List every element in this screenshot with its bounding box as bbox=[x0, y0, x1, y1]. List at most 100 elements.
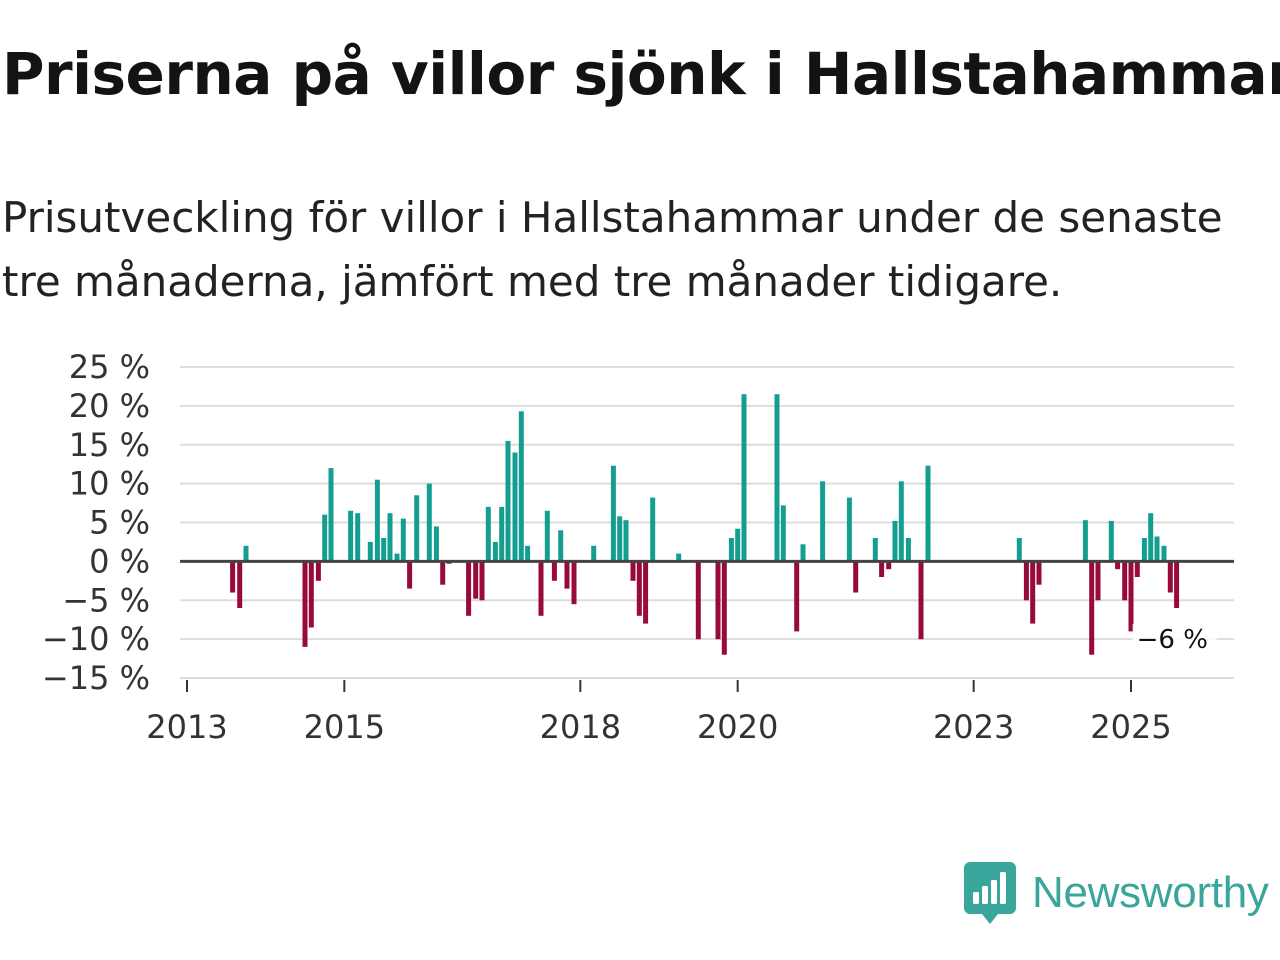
bar-negative bbox=[1167, 561, 1173, 593]
y-tick-label: 20 % bbox=[69, 387, 150, 425]
bar-negative bbox=[630, 561, 636, 581]
bar-positive bbox=[544, 510, 550, 562]
bar-positive bbox=[1148, 513, 1154, 562]
bar-positive bbox=[905, 538, 911, 562]
bar-negative bbox=[479, 561, 485, 601]
bar-positive bbox=[426, 483, 432, 562]
grid-lines bbox=[180, 366, 1234, 679]
y-tick-label: −15 % bbox=[42, 659, 150, 697]
bar-positive bbox=[774, 394, 780, 562]
bar-positive bbox=[591, 545, 597, 562]
chart-title: Priserna på villor sjönk i Hallstahammar bbox=[2, 40, 1280, 108]
bar-positive bbox=[394, 553, 400, 562]
newsworthy-logo: Newsworthy bbox=[964, 862, 1269, 924]
bar-positive bbox=[505, 440, 511, 562]
bar-negative bbox=[918, 561, 924, 640]
x-tick-label: 2018 bbox=[540, 708, 621, 746]
bar-positive bbox=[243, 545, 249, 562]
newsworthy-brand-name: Newsworthy bbox=[1032, 868, 1269, 917]
bar-negative bbox=[721, 561, 727, 655]
bar-positive bbox=[492, 541, 498, 562]
bar-positive bbox=[676, 553, 682, 562]
x-tick-label: 2013 bbox=[146, 708, 227, 746]
bar-positive bbox=[925, 465, 931, 562]
bar-positive bbox=[367, 541, 373, 562]
y-tick-label: −10 % bbox=[42, 620, 150, 658]
bar-negative bbox=[879, 561, 885, 577]
bar-negative bbox=[695, 561, 701, 640]
axes bbox=[180, 559, 1234, 692]
bar-negative bbox=[853, 561, 859, 593]
bar-negative bbox=[571, 561, 577, 605]
bar-negative bbox=[440, 561, 446, 585]
bar-positive bbox=[846, 497, 852, 562]
bar-negative bbox=[302, 561, 308, 647]
bar-positive bbox=[328, 468, 334, 562]
bar-positive bbox=[381, 538, 387, 562]
bar-positive bbox=[348, 510, 354, 562]
bar-negative bbox=[551, 561, 557, 581]
bar-positive bbox=[820, 481, 826, 562]
y-tick-label: 25 % bbox=[69, 348, 150, 386]
bar-positive bbox=[387, 513, 393, 562]
bar-positive bbox=[1108, 520, 1114, 562]
bar-negative bbox=[237, 561, 243, 608]
bar-positive bbox=[735, 528, 741, 562]
bar-positive bbox=[1141, 538, 1147, 562]
bar-positive bbox=[525, 545, 531, 562]
bar-negative bbox=[1128, 561, 1134, 632]
bar-positive bbox=[512, 452, 518, 562]
bar-positive bbox=[400, 518, 406, 562]
bar-positive bbox=[355, 513, 361, 562]
bar-positive bbox=[322, 514, 328, 562]
bar-positive bbox=[623, 520, 629, 562]
bar-positive bbox=[374, 479, 380, 562]
bar-negative bbox=[315, 561, 321, 581]
bar-positive bbox=[499, 506, 505, 562]
bar-positive bbox=[414, 495, 420, 562]
bar-positive bbox=[433, 526, 439, 562]
bar-positive bbox=[892, 520, 898, 562]
bar-positive bbox=[650, 497, 656, 562]
x-tick-label: 2020 bbox=[697, 708, 778, 746]
bar-negative bbox=[308, 561, 314, 628]
bar-positive bbox=[558, 530, 564, 562]
end-label-background bbox=[1132, 624, 1217, 657]
bar-positive bbox=[741, 394, 747, 562]
bar-positive bbox=[518, 411, 524, 562]
bar-negative bbox=[1023, 561, 1029, 601]
x-tick-label: 2015 bbox=[304, 708, 385, 746]
end-value-label: −6 % bbox=[1137, 625, 1208, 655]
bar-positive bbox=[485, 506, 491, 562]
y-tick-label: 10 % bbox=[69, 465, 150, 503]
bar-positive bbox=[1161, 545, 1167, 562]
x-tick-label: 2023 bbox=[933, 708, 1014, 746]
bar-negative bbox=[636, 561, 642, 616]
bar-negative bbox=[1134, 561, 1140, 577]
bar-positive bbox=[617, 516, 623, 562]
bar-negative bbox=[564, 561, 570, 589]
bar-positive bbox=[800, 544, 806, 562]
bar-positive bbox=[1016, 538, 1022, 562]
bar-negative bbox=[886, 561, 892, 570]
y-tick-label: 15 % bbox=[69, 426, 150, 464]
bar-negative bbox=[715, 561, 721, 640]
bar-negative bbox=[1036, 561, 1042, 585]
bar-positive bbox=[728, 538, 734, 562]
bar-negative bbox=[473, 561, 479, 599]
bar-negative bbox=[643, 561, 649, 624]
bars bbox=[230, 394, 1180, 655]
price-change-chart: 25 %20 %15 %10 %5 %0 %−5 %−10 %−15 % 2013… bbox=[42, 348, 1234, 746]
y-tick-label: 5 % bbox=[89, 504, 150, 542]
newsworthy-logo-icon bbox=[964, 862, 1016, 924]
x-tick-label: 2025 bbox=[1090, 708, 1171, 746]
bar-positive bbox=[610, 465, 616, 562]
bar-negative bbox=[1115, 561, 1121, 570]
bar-positive bbox=[872, 538, 878, 562]
bar-negative bbox=[794, 561, 800, 632]
bar-negative bbox=[1030, 561, 1036, 624]
bar-negative bbox=[1174, 561, 1180, 608]
bar-negative bbox=[1095, 561, 1101, 601]
y-tick-label: −5 % bbox=[62, 581, 150, 619]
bar-negative bbox=[1122, 561, 1128, 601]
